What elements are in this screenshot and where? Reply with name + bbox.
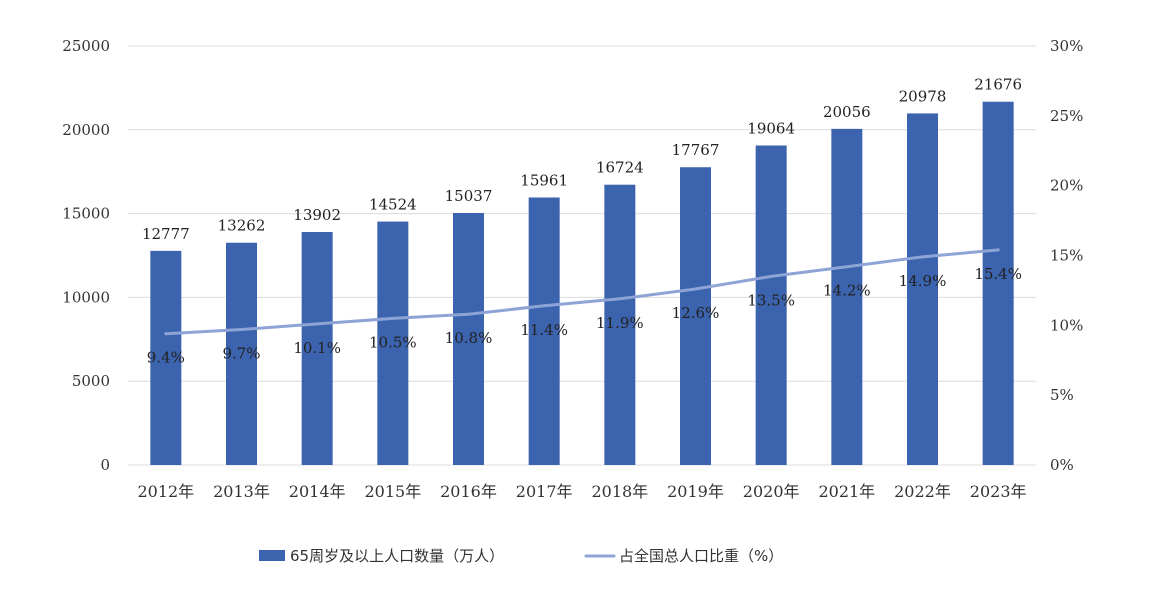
line-point xyxy=(769,274,773,278)
legend-bar-label: 65周岁及以上人口数量（万人） xyxy=(290,547,504,565)
x-tick-label: 2015年 xyxy=(364,482,421,501)
x-tick-label: 2020年 xyxy=(743,482,800,501)
bar xyxy=(528,197,560,465)
line-point xyxy=(391,316,395,320)
bar xyxy=(301,232,333,465)
line-point xyxy=(467,312,470,316)
y-left-tick-label: 20000 xyxy=(62,121,110,139)
bar xyxy=(982,101,1014,466)
y-left-tick-label: 10000 xyxy=(62,288,110,306)
x-tick-label: 2017年 xyxy=(516,482,573,501)
line-value-label: 13.5% xyxy=(747,291,795,309)
bar-series xyxy=(150,101,1014,466)
bar xyxy=(604,184,636,466)
bar xyxy=(907,113,938,465)
line-value-label: 11.4% xyxy=(520,321,568,339)
bar xyxy=(755,145,787,465)
y-left-tick-label: 0 xyxy=(100,456,110,474)
line-point xyxy=(694,287,697,291)
x-tick-label: 2022年 xyxy=(894,482,951,501)
x-tick-label: 2018年 xyxy=(591,482,648,501)
bar-value-label: 20978 xyxy=(899,87,947,105)
line-value-label: 9.4% xyxy=(147,349,185,367)
bar-value-label: 19064 xyxy=(747,119,795,137)
y-axis-right: 0% 5% 10% 15% 20% 25% 30% xyxy=(1050,37,1083,474)
bar xyxy=(377,221,409,465)
line-value-label: 14.2% xyxy=(823,282,871,300)
y-left-tick-label: 25000 xyxy=(62,37,110,55)
y-right-tick-label: 10% xyxy=(1050,316,1083,334)
legend-line-label: 占全国总人口比重（%） xyxy=(619,547,783,565)
line-value-label: 10.8% xyxy=(445,329,493,347)
x-tick-label: 2012年 xyxy=(137,482,194,501)
line-series xyxy=(164,248,1000,336)
line-value-label: 12.6% xyxy=(672,304,720,322)
y-right-tick-label: 15% xyxy=(1050,247,1083,265)
y-left-tick-label: 5000 xyxy=(72,372,110,390)
line-value-label: 15.4% xyxy=(974,265,1022,283)
x-tick-label: 2023年 xyxy=(970,482,1027,501)
data-labels: 12777 13262 13902 14524 15037 15961 16724 17767… xyxy=(142,76,1022,367)
bar xyxy=(831,128,863,465)
gridlines xyxy=(128,45,1036,466)
y-right-tick-label: 0% xyxy=(1050,456,1074,474)
line-value-label: 11.9% xyxy=(596,314,644,332)
y-right-tick-label: 5% xyxy=(1050,386,1074,404)
bar-value-label: 16724 xyxy=(596,159,644,177)
line-point xyxy=(996,248,1000,252)
bar-value-label: 15961 xyxy=(520,171,568,189)
line-point xyxy=(618,297,622,301)
x-tick-label: 2013年 xyxy=(213,482,270,501)
line-point xyxy=(164,332,168,336)
legend: 65周岁及以上人口数量（万人） 占全国总人口比重（%） xyxy=(259,547,783,565)
bar-value-label: 20056 xyxy=(823,103,871,121)
x-tick-label: 2019年 xyxy=(667,482,724,501)
line-path xyxy=(164,248,1000,336)
bar-value-label: 12777 xyxy=(142,225,190,243)
y-right-tick-label: 25% xyxy=(1050,107,1083,125)
y-left-tick-label: 15000 xyxy=(62,205,110,223)
bar-value-label: 13262 xyxy=(218,217,266,235)
y-right-tick-label: 30% xyxy=(1050,37,1083,55)
line-value-label: 9.7% xyxy=(222,345,260,363)
line-point xyxy=(315,322,319,326)
y-right-tick-label: 20% xyxy=(1050,177,1083,195)
x-tick-label: 2016年 xyxy=(440,482,497,501)
bar xyxy=(453,212,484,465)
line-point xyxy=(240,328,243,332)
x-tick-label: 2014年 xyxy=(289,482,346,501)
bar-value-label: 21676 xyxy=(974,76,1022,94)
bar-value-label: 14524 xyxy=(369,196,417,214)
legend-bar-swatch xyxy=(259,550,285,561)
line-value-label: 10.5% xyxy=(369,333,417,351)
line-value-label: 10.1% xyxy=(293,339,341,357)
line-point xyxy=(845,265,849,269)
line-value-label: 14.9% xyxy=(899,272,947,290)
bar xyxy=(680,167,711,465)
x-tick-label: 2021年 xyxy=(818,482,875,501)
y-axis-left: 0 5000 10000 15000 20000 25000 xyxy=(62,37,110,474)
bar-value-label: 13902 xyxy=(293,206,341,224)
line-point xyxy=(542,304,546,308)
bar-value-label: 17767 xyxy=(672,141,720,159)
line-point xyxy=(921,255,924,259)
bar xyxy=(226,242,257,465)
bar xyxy=(150,250,182,465)
x-axis: 2012年 2013年 2014年 2015年 2016年 2017年 2018年 2019年… xyxy=(137,482,1026,501)
bar-value-label: 15037 xyxy=(445,187,493,205)
